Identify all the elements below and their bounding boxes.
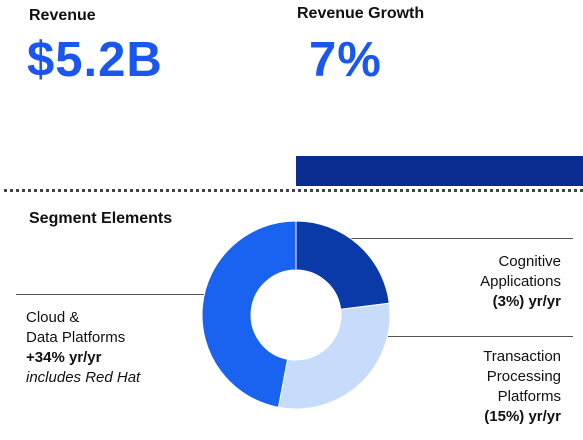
transaction-name-line-2: Processing [486, 368, 561, 385]
donut-slice-cloud-data-platforms [201, 220, 297, 408]
cloud-change: +34% yr/yr [26, 349, 102, 366]
cognitive-leader-line [350, 238, 573, 239]
transaction-change: (15%) yr/yr [484, 408, 561, 425]
cloud-data-platforms-label: Cloud & Data Platforms +34% yr/yr includ… [26, 308, 140, 388]
cognitive-name-line-1: Cognitive [498, 253, 561, 270]
segment-donut-chart [201, 220, 391, 410]
segment-elements-title: Segment Elements [29, 210, 173, 227]
cognitive-change: (3%) yr/yr [492, 293, 561, 310]
transaction-processing-label: Transaction Processing Platforms (15%) y… [483, 347, 561, 427]
transaction-name-line-1: Transaction [483, 348, 561, 365]
donut-slice-cognitive-applications [295, 220, 390, 310]
revenue-value: $5.2B [27, 33, 163, 87]
cloud-note: includes Red Hat [26, 369, 141, 386]
donut-slice-transaction-processing-platforms [277, 302, 391, 410]
revenue-growth-value: 7% [309, 33, 382, 87]
cloud-leader-line [16, 294, 207, 295]
cognitive-name-line-2: Applications [480, 273, 561, 290]
transaction-leader-line [388, 336, 573, 337]
revenue-growth-bar [296, 156, 583, 186]
cloud-name-line-2: Data Platforms [26, 329, 126, 346]
section-divider [4, 189, 583, 192]
transaction-name-line-3: Platforms [497, 388, 561, 405]
revenue-label: Revenue [29, 7, 96, 24]
revenue-growth-label: Revenue Growth [297, 5, 425, 22]
cognitive-applications-label: Cognitive Applications (3%) yr/yr [480, 252, 561, 312]
cloud-name-line-1: Cloud & [26, 309, 80, 326]
